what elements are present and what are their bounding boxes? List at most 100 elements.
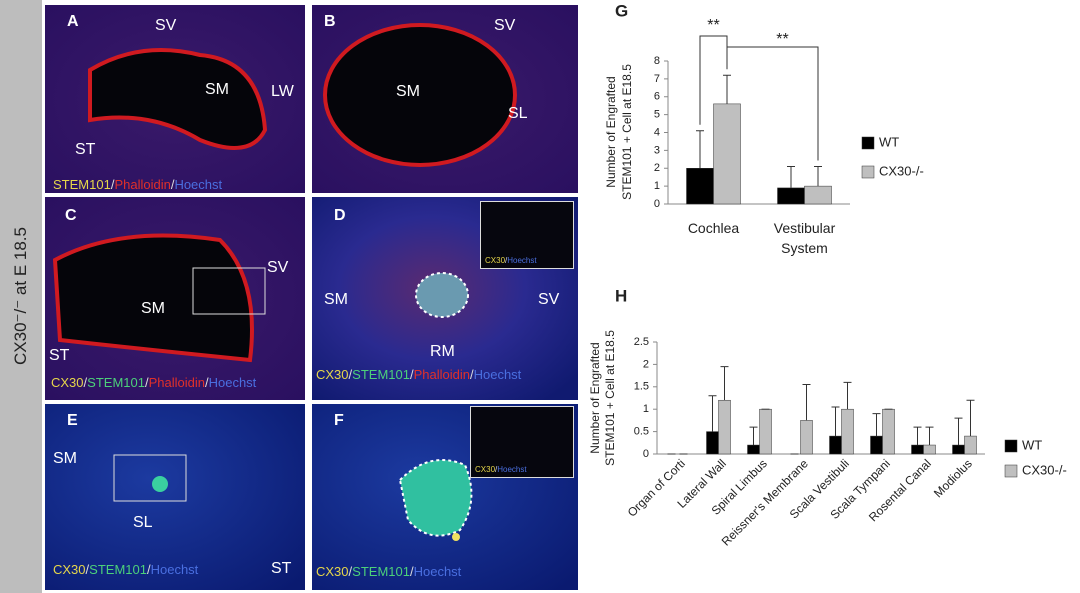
stain-name: / <box>144 375 149 390</box>
y-axis-label: STEM101 + Cell at E18.5 <box>603 330 617 466</box>
y-tick-label: 7 <box>654 73 660 85</box>
side-bar: CX30⁻/⁻ at E 18.5 <box>0 0 42 593</box>
legend-label: CX30-/- <box>1022 462 1067 477</box>
region-label: SM <box>324 291 348 308</box>
error-bar <box>843 381 852 410</box>
legend-swatch <box>1004 464 1018 478</box>
error-bar <box>954 417 963 446</box>
stain-name: / <box>348 564 353 579</box>
panel-label: E <box>67 412 78 429</box>
region-label: SL <box>133 514 153 531</box>
region-label: SV <box>155 17 177 34</box>
bar <box>923 444 936 455</box>
region-label: SV <box>267 259 289 276</box>
bar <box>777 187 805 205</box>
bar <box>713 103 741 205</box>
inset: CX30/Hoechst <box>480 201 574 269</box>
inset: CX30/Hoechst <box>470 406 574 478</box>
micrograph-panel: A SV SM LW ST STEM101/Phalloidin/Hoechst <box>45 5 305 193</box>
x-tick-label: Vestibular System <box>773 220 836 256</box>
micrograph-panel: E SM SL ST CX30/STEM101/Hoechst <box>45 404 305 590</box>
y-axis-label: STEM101 + Cell at E18.5 <box>620 64 634 200</box>
stain-name: STEM101 <box>352 367 410 382</box>
stain-name: STEM101 <box>87 375 145 390</box>
region-label: SV <box>538 291 560 308</box>
stain-name: CX30 <box>316 564 349 579</box>
stain-name: Hoechst <box>413 564 462 579</box>
panel-label: F <box>334 412 344 429</box>
stain-name: Phalloidin <box>114 177 171 192</box>
stain-name: CX30 <box>475 465 496 474</box>
y-tick-label: 6 <box>654 91 660 103</box>
stain-name: Hoechst <box>208 375 257 390</box>
y-tick-label: 1.5 <box>634 381 649 393</box>
significance-mark: ** <box>776 31 788 48</box>
stain-caption: CX30/STEM101/Hoechst <box>53 562 198 577</box>
stain-name: / <box>348 367 353 382</box>
error-bar <box>966 399 975 437</box>
micrograph-panel: C SV SM ST CX30/STEM101/Phalloidin/Hoechst <box>45 197 305 400</box>
x-tick-label: Modiolus <box>931 456 975 500</box>
region-label: SM <box>396 83 420 100</box>
micrograph-panel: B SV SM SL <box>312 5 578 193</box>
error-bar <box>925 426 934 446</box>
x-tick-label: Cochlea <box>687 220 740 236</box>
micrograph-panel: D SM SV RM CX30/STEM101/Phalloidin/Hoechst CX… <box>312 197 578 400</box>
bar <box>882 408 895 455</box>
stain-name: CX30 <box>316 367 349 382</box>
significance-bracket <box>726 46 819 161</box>
region-label: ST <box>271 560 292 577</box>
stain-name: / <box>409 564 414 579</box>
error-bar <box>802 384 811 421</box>
panel-label: B <box>324 13 336 30</box>
chart-label: G <box>615 1 628 20</box>
error-bar <box>696 130 704 169</box>
stain-name: Hoechst <box>150 562 199 577</box>
stain-name: / <box>409 367 414 382</box>
bar <box>911 444 924 455</box>
error-bar <box>723 74 731 104</box>
panel-label: C <box>65 207 77 224</box>
y-tick-label: 1 <box>643 403 649 415</box>
legend-label: WT <box>1022 437 1042 452</box>
error-bar <box>749 426 758 446</box>
stain-name: CX30 <box>53 562 86 577</box>
x-tick-label: Organ of Corti <box>625 456 688 519</box>
bar <box>800 420 813 455</box>
error-bar <box>720 366 729 401</box>
y-tick-label: 1 <box>654 180 660 192</box>
stain-name: / <box>83 375 88 390</box>
panel-label: A <box>67 13 79 30</box>
region-label: SM <box>205 81 229 98</box>
stain-name: CX30 <box>51 375 84 390</box>
error-bar <box>787 165 795 188</box>
bar <box>686 168 714 205</box>
stain-caption: STEM101/Phalloidin/Hoechst <box>53 177 222 192</box>
stain-name: Hoechst <box>497 465 527 474</box>
stain-caption: CX30/Hoechst <box>475 465 527 474</box>
error-bar <box>814 165 822 187</box>
stain-name: / <box>146 562 151 577</box>
stain-name: STEM101 <box>53 177 111 192</box>
region-label: LW <box>271 83 294 100</box>
stain-name: / <box>170 177 175 192</box>
error-bar <box>913 426 922 446</box>
micrograph-panel: F CX30/STEM101/Hoechst CX30/Hoechst <box>312 404 578 590</box>
region-label: ST <box>75 141 96 158</box>
stain-name: / <box>495 465 498 474</box>
stain-caption: CX30/STEM101/Phalloidin/Hoechst <box>51 375 256 390</box>
y-tick-label: 2 <box>654 162 660 174</box>
bar <box>706 431 719 455</box>
region-label: SM <box>53 450 77 467</box>
stain-name: CX30 <box>485 256 506 265</box>
error-bar <box>872 413 881 437</box>
panel-label: D <box>334 207 346 224</box>
region-label: SM <box>141 300 165 317</box>
region-label: RM <box>430 343 455 360</box>
stain-caption: CX30/STEM101/Phalloidin/Hoechst <box>316 367 521 382</box>
stain-name: / <box>204 375 209 390</box>
stain-name: Phalloidin <box>148 375 205 390</box>
bar <box>964 435 977 455</box>
y-tick-label: 0 <box>654 198 660 210</box>
